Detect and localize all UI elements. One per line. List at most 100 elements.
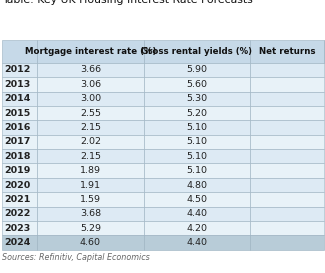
Bar [144, 149, 250, 164]
Bar [2, 63, 37, 77]
Text: 2.15: 2.15 [80, 123, 101, 132]
Text: 4.40: 4.40 [186, 238, 207, 247]
Bar [144, 106, 250, 120]
Text: 5.10: 5.10 [186, 166, 207, 175]
Text: 2.55: 2.55 [80, 109, 101, 118]
Text: 5.20: 5.20 [186, 109, 207, 118]
Bar [2, 91, 37, 106]
Text: 4.40: 4.40 [186, 209, 207, 218]
Bar [144, 77, 250, 91]
Bar [250, 235, 324, 250]
Text: 2012: 2012 [4, 66, 31, 75]
Text: 5.10: 5.10 [186, 152, 207, 161]
Text: 5.29: 5.29 [80, 224, 101, 233]
Text: 3.68: 3.68 [80, 209, 101, 218]
Text: 4.20: 4.20 [186, 224, 207, 233]
Text: 3.06: 3.06 [80, 80, 101, 89]
Text: 2018: 2018 [4, 152, 31, 161]
Text: 1.59: 1.59 [80, 195, 101, 204]
Bar [37, 207, 144, 221]
Bar [37, 235, 144, 250]
Bar [144, 235, 250, 250]
Bar [37, 192, 144, 207]
Bar [144, 221, 250, 235]
Bar [250, 149, 324, 164]
Text: 2022: 2022 [4, 209, 31, 218]
Text: 2024: 2024 [4, 238, 31, 247]
Bar [144, 91, 250, 106]
Bar [37, 40, 144, 63]
Text: 1.89: 1.89 [80, 166, 101, 175]
Bar [250, 135, 324, 149]
Bar [250, 120, 324, 135]
Text: Table: Key UK Housing Interest Rate Forecasts: Table: Key UK Housing Interest Rate Fore… [2, 0, 253, 5]
Text: 3.00: 3.00 [80, 94, 101, 103]
Bar [250, 63, 324, 77]
Text: 2023: 2023 [4, 224, 31, 233]
Text: 3.66: 3.66 [80, 66, 101, 75]
Bar [250, 91, 324, 106]
Bar [2, 192, 37, 207]
Bar [2, 106, 37, 120]
Text: 2014: 2014 [4, 94, 31, 103]
Bar [37, 91, 144, 106]
Bar [37, 178, 144, 192]
Bar [2, 164, 37, 178]
Bar [144, 207, 250, 221]
Bar [250, 221, 324, 235]
Text: Gross rental yields (%): Gross rental yields (%) [141, 47, 253, 56]
Text: 2017: 2017 [4, 137, 31, 146]
Bar [250, 77, 324, 91]
Text: 4.80: 4.80 [186, 180, 207, 189]
Bar [2, 221, 37, 235]
Bar [37, 221, 144, 235]
Text: 2016: 2016 [4, 123, 31, 132]
Text: 2.02: 2.02 [80, 137, 101, 146]
Bar [2, 120, 37, 135]
Bar [250, 164, 324, 178]
Text: 5.90: 5.90 [186, 66, 207, 75]
Text: 5.10: 5.10 [186, 137, 207, 146]
Bar [37, 135, 144, 149]
Bar [2, 178, 37, 192]
Bar [144, 192, 250, 207]
Bar [2, 149, 37, 164]
Text: 2.15: 2.15 [80, 152, 101, 161]
Bar [144, 120, 250, 135]
Bar [144, 164, 250, 178]
Bar [37, 77, 144, 91]
Bar [2, 207, 37, 221]
Bar [37, 120, 144, 135]
Text: 2013: 2013 [4, 80, 31, 89]
Bar [37, 164, 144, 178]
Bar [250, 207, 324, 221]
Text: 1.91: 1.91 [80, 180, 101, 189]
Bar [2, 235, 37, 250]
Text: 4.50: 4.50 [186, 195, 207, 204]
Bar [37, 149, 144, 164]
Text: 2015: 2015 [4, 109, 31, 118]
Text: 2019: 2019 [4, 166, 31, 175]
Text: 2021: 2021 [4, 195, 31, 204]
Bar [2, 40, 37, 63]
Bar [37, 106, 144, 120]
Bar [250, 192, 324, 207]
Text: 2020: 2020 [4, 180, 31, 189]
Text: Sources: Refinitiv, Capital Economics: Sources: Refinitiv, Capital Economics [2, 253, 150, 262]
Bar [2, 77, 37, 91]
Bar [37, 63, 144, 77]
Text: Mortgage interest rate (%): Mortgage interest rate (%) [25, 47, 156, 56]
Bar [250, 178, 324, 192]
Text: Net returns: Net returns [259, 47, 316, 56]
Text: 4.60: 4.60 [80, 238, 101, 247]
Bar [2, 135, 37, 149]
Text: 5.10: 5.10 [186, 123, 207, 132]
Bar [144, 40, 250, 63]
Bar [144, 178, 250, 192]
Bar [250, 106, 324, 120]
Bar [144, 63, 250, 77]
Bar [250, 40, 324, 63]
Bar [144, 135, 250, 149]
Text: 5.30: 5.30 [186, 94, 207, 103]
Text: 5.60: 5.60 [186, 80, 207, 89]
